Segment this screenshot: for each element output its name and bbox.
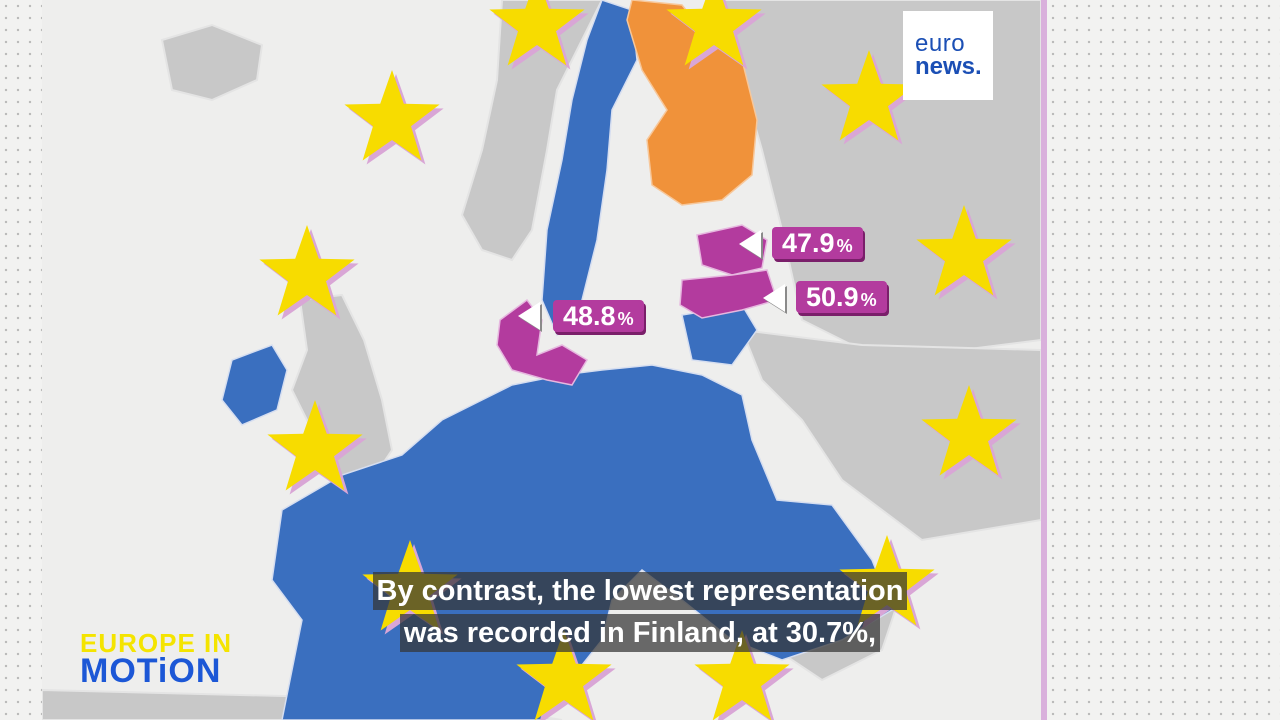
euronews-logo: euro news. [903,11,993,100]
subtitles: By contrast, the lowest representation w… [0,572,1280,656]
subtitle-line-1: By contrast, the lowest representation [372,572,908,610]
eu-star [666,0,762,66]
estonia-pointer [739,230,761,258]
callout-value: 47.9 [782,228,835,258]
logo-line-2: news. [915,52,982,80]
callout-unit: % [617,309,634,329]
denmark-callout: 48.8% [553,300,644,332]
eu-star [694,630,790,720]
latvia-callout: 50.9% [796,281,887,313]
callout-value: 50.9 [806,282,859,312]
callout-value: 48.8 [563,301,616,331]
europe-in-motion-brand: EUROPE IN MOTiON [80,628,233,690]
iceland-land [160,23,264,102]
eu-star [344,70,440,161]
eu-star [916,205,1012,296]
callout-unit: % [836,236,853,256]
eu-star [821,50,917,141]
belarus-ukraine-land [740,328,1041,542]
eu-star [259,225,355,316]
eu-star [921,385,1017,476]
magenta-divider [1041,0,1047,720]
logo-line-1: euro [915,29,966,57]
brand-line-2: MOTiON [80,652,222,690]
latvia-land [679,269,778,319]
subtitle-line-2: was recorded in Finland, at 30.7%, [399,614,881,652]
right-dot-pattern [1047,0,1280,720]
callout-unit: % [860,290,877,310]
latvia-pointer [763,284,785,312]
highlighted-countries [496,224,778,386]
left-dot-pattern [0,0,42,720]
eu-star [267,400,363,491]
ireland-land [221,344,288,426]
denmark-pointer [518,302,540,330]
brand-line-1: EUROPE IN [80,628,233,658]
eu-stars [259,0,1021,720]
eu-star [516,630,612,720]
estonia-callout: 47.9% [772,227,863,259]
eu-star [489,0,585,66]
